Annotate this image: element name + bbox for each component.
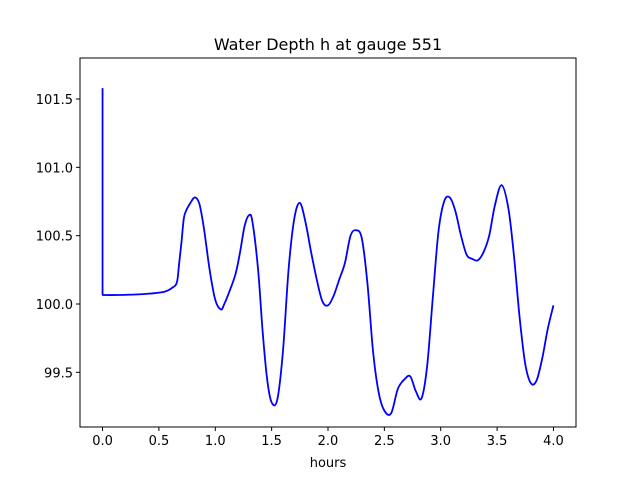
y-axis-ticks: 99.5 100.0 100.5 101.0 101.5: [36, 93, 80, 381]
x-tick-label: 1.0: [205, 434, 226, 449]
x-tick-label: 3.5: [487, 434, 508, 449]
x-axis-ticks: 0.0 0.5 1.0 1.5 2.0 2.5 3.0 3.5 4.0: [92, 427, 564, 449]
series-line: [101, 88, 555, 416]
x-tick-label: 0.5: [149, 434, 170, 449]
y-tick-label: 99.5: [44, 366, 73, 381]
x-tick-label: 2.0: [318, 434, 339, 449]
series-layer: [101, 88, 555, 416]
x-tick-label: 3.0: [430, 434, 451, 449]
y-tick-label: 100.5: [36, 230, 73, 245]
x-tick-label: 4.0: [543, 434, 564, 449]
y-tick-label: 100.0: [36, 298, 73, 313]
x-axis-label: hours: [310, 456, 347, 471]
x-tick-label: 2.5: [374, 434, 395, 449]
x-tick-label: 0.0: [92, 434, 113, 449]
chart-title: Water Depth h at gauge 551: [214, 35, 442, 54]
y-tick-label: 101.5: [36, 93, 73, 108]
x-tick-label: 1.5: [261, 434, 282, 449]
y-tick-label: 101.0: [36, 161, 73, 176]
